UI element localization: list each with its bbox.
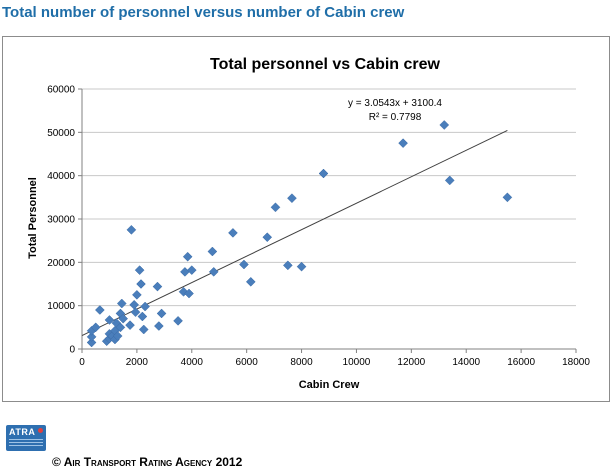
data-point: [94, 305, 105, 315]
data-point: [318, 168, 329, 179]
y-tick-label: 30000: [47, 215, 75, 226]
atra-logo: ATRA: [6, 425, 46, 451]
data-point: [134, 265, 145, 275]
data-point: [86, 337, 97, 348]
trendline: [81, 129, 508, 337]
data-point: [180, 267, 190, 277]
data-point: [112, 331, 123, 341]
data-point: [116, 298, 127, 309]
data-point: [136, 279, 146, 289]
chart-title: Total personnel vs Cabin crew: [210, 56, 441, 73]
data-point: [439, 120, 450, 130]
data-point: [262, 232, 273, 243]
logo-dot-icon: [38, 428, 43, 433]
page-heading: Total number of personnel versus number …: [2, 4, 405, 21]
data-point: [140, 301, 150, 312]
data-point: [182, 251, 193, 262]
data-point: [398, 138, 408, 149]
gridlines: [82, 88, 576, 307]
data-point: [245, 276, 256, 287]
x-tick-label: 0: [79, 357, 85, 368]
y-tick-label: 20000: [47, 258, 75, 269]
data-point: [239, 259, 249, 270]
data-points: [86, 120, 513, 348]
data-point: [125, 320, 135, 331]
y-axis-label: Total Personnel: [27, 177, 39, 259]
data-point: [270, 202, 281, 213]
x-tick-label: 6000: [236, 357, 259, 368]
y-tick-label: 60000: [47, 85, 75, 96]
data-point: [208, 267, 219, 277]
data-point: [207, 246, 218, 257]
data-point: [138, 324, 149, 335]
data-point: [502, 192, 513, 203]
data-point: [104, 315, 115, 325]
chart-frame: Total personnel vs Cabin crew 0 10000 2000…: [2, 36, 610, 402]
data-point: [444, 175, 455, 186]
x-tick-label: 16000: [507, 357, 535, 368]
data-point: [129, 299, 139, 310]
x-tick-label: 10000: [343, 357, 371, 368]
data-point: [132, 289, 142, 300]
data-point: [156, 308, 167, 319]
data-point: [173, 315, 183, 326]
data-point: [287, 193, 297, 204]
data-point: [153, 321, 164, 331]
trendline-group: [81, 129, 508, 337]
x-axis-label: Cabin Crew: [299, 379, 360, 391]
y-tick-label: 10000: [47, 301, 75, 312]
data-point: [137, 311, 148, 322]
data-point: [90, 322, 101, 333]
x-tick-label: 18000: [562, 357, 590, 368]
trendline-equation: y = 3.0543x + 3100.4: [348, 98, 442, 109]
data-point: [184, 288, 194, 299]
logo-text: ATRA: [9, 427, 36, 437]
scatter-chart: Total personnel vs Cabin crew 0 10000 2000…: [27, 56, 590, 391]
x-tick-label: 14000: [452, 357, 480, 368]
data-point: [126, 224, 137, 235]
data-point: [118, 313, 129, 324]
x-tick-label: 4000: [181, 357, 204, 368]
data-point: [282, 260, 293, 271]
data-point: [228, 228, 238, 238]
copyright-text: © Air Transport Rating Agency 2012: [52, 455, 243, 469]
logo-lines-icon: [9, 439, 43, 440]
x-tick-label: 12000: [397, 357, 425, 368]
trendline-r-squared: R² = 0.7798: [369, 112, 422, 123]
tick-labels: 0 10000 20000 30000 40000 50000 60000 0 2000 4000…: [47, 85, 590, 369]
data-point: [186, 265, 197, 275]
data-point: [115, 322, 126, 333]
x-tick-label: 8000: [290, 357, 313, 368]
x-tick-label: 2000: [126, 357, 149, 368]
data-point: [86, 332, 97, 342]
y-tick-label: 40000: [47, 171, 75, 182]
axes: [78, 88, 577, 353]
data-point: [296, 261, 307, 272]
y-tick-label: 50000: [47, 128, 75, 139]
data-point: [130, 307, 141, 318]
data-point: [152, 281, 163, 292]
y-tick-label: 0: [69, 345, 75, 356]
